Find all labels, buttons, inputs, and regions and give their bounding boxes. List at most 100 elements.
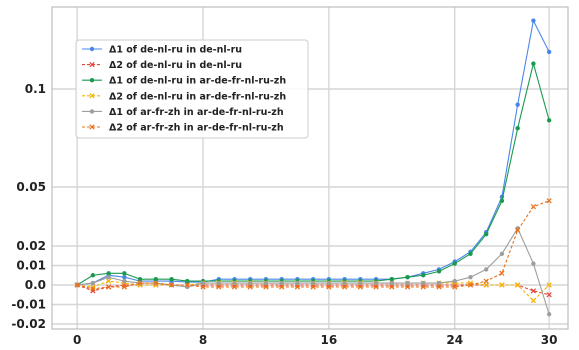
data-point (89, 78, 95, 83)
data-point (405, 280, 410, 286)
legend-item: Δ1 of ar-fr-zh in ar-de-fr-nl-ru-zh (82, 107, 284, 118)
data-point (546, 118, 552, 123)
data-point (389, 280, 395, 286)
data-point (468, 275, 473, 280)
data-point (294, 284, 301, 290)
legend: Δ1 of de-nl-ru in de-nl-ru Δ2 of de-nl-ru… (75, 39, 309, 139)
data-point (499, 251, 505, 256)
legend-label: Δ2 of ar-fr-zh in ar-de-fr-nl-ru-zh (109, 123, 284, 134)
data-point (89, 93, 95, 99)
data-point (216, 280, 221, 286)
data-point (279, 284, 285, 290)
data-point (358, 280, 363, 286)
data-point (389, 276, 395, 282)
data-point (373, 284, 379, 290)
data-point (515, 227, 521, 233)
legend-label: Δ1 of de-nl-ru in de-nl-ru (109, 45, 242, 56)
data-point (200, 284, 206, 290)
data-point (452, 284, 458, 290)
y-tick-label: 0.01 (16, 259, 46, 273)
legend-item: Δ2 of ar-fr-zh in ar-de-fr-nl-ru-zh (82, 123, 284, 134)
data-point (137, 276, 143, 282)
data-point (263, 284, 269, 290)
data-point (137, 280, 143, 286)
legend-item: Δ2 of de-nl-ru in ar-de-fr-nl-ru-zh (82, 91, 286, 102)
data-point (530, 288, 537, 294)
data-point (436, 269, 442, 274)
data-point (546, 198, 552, 204)
data-point (357, 284, 363, 290)
data-point (89, 61, 95, 68)
data-point (90, 280, 96, 286)
data-point (546, 282, 552, 288)
tick-labels: 0 8 16 24 30 -0.02 -0.01 0.0 0.01 0.02 0.05 0.1 (11, 82, 557, 347)
data-point (310, 280, 316, 286)
data-point (531, 18, 536, 23)
data-point (467, 282, 474, 288)
data-point (483, 282, 489, 288)
data-point (436, 284, 442, 290)
data-point (231, 284, 238, 290)
y-tick-label: 0.1 (25, 82, 46, 96)
data-point (452, 278, 457, 284)
data-point (341, 284, 348, 290)
data-point (153, 280, 159, 286)
legend-label: Δ1 of de-nl-ru in ar-de-fr-nl-ru-zh (109, 76, 286, 87)
data-point (531, 261, 536, 266)
data-point (515, 282, 521, 288)
data-point (310, 284, 316, 290)
data-point (247, 284, 253, 290)
legend-item: Δ1 of de-nl-ru in de-nl-ru (82, 45, 242, 56)
data-point (184, 282, 190, 288)
data-point (373, 280, 379, 286)
data-point (121, 284, 127, 290)
data-point (421, 273, 426, 278)
data-point (499, 198, 505, 203)
x-tick-label: 16 (321, 333, 338, 347)
legend-label: Δ2 of de-nl-ru in de-nl-ru (109, 60, 242, 71)
data-point (185, 278, 190, 284)
x-tick-label: 8 (199, 333, 207, 347)
y-tick-label: -0.01 (11, 298, 46, 312)
data-point (468, 251, 473, 256)
data-point (232, 280, 237, 286)
data-point (263, 280, 269, 286)
data-point (531, 61, 536, 66)
x-tick-label: 24 (446, 333, 463, 347)
series-group (74, 198, 552, 292)
x-tick-label: 30 (541, 333, 558, 347)
data-point (106, 284, 112, 290)
x-tick-label: 0 (73, 333, 81, 347)
legend-item: Δ2 of de-nl-ru in de-nl-ru (82, 60, 242, 71)
data-point (216, 284, 222, 290)
data-point (405, 275, 410, 280)
data-point (420, 284, 426, 290)
data-point (326, 280, 332, 286)
data-point (515, 102, 520, 107)
data-point (90, 286, 96, 292)
data-point (89, 46, 95, 52)
data-point (342, 280, 347, 286)
data-point (530, 297, 537, 304)
data-point (169, 276, 174, 282)
legend-item: Δ1 of de-nl-ru in ar-de-fr-nl-ru-zh (82, 76, 286, 87)
legend-label: Δ1 of ar-fr-zh in ar-de-fr-nl-ru-zh (109, 107, 284, 118)
data-point (499, 270, 505, 276)
data-point (200, 280, 206, 286)
y-tick-label: 0.0 (25, 278, 46, 292)
data-point (248, 280, 253, 286)
data-point (106, 278, 112, 284)
data-point (89, 124, 95, 130)
data-point (89, 109, 95, 114)
data-point (546, 49, 552, 55)
data-point (279, 280, 284, 286)
data-point (421, 280, 426, 286)
data-point (499, 282, 505, 288)
legend-box (75, 39, 309, 139)
data-point (483, 232, 489, 237)
data-point (122, 271, 127, 276)
data-point (90, 273, 96, 278)
data-point (106, 275, 111, 280)
data-point (546, 292, 552, 298)
